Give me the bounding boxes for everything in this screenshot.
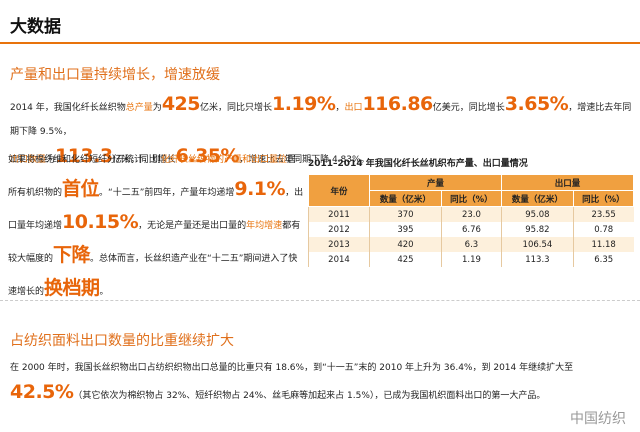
table-row: 2013 420 6.3 106.54 11.18 [308, 237, 634, 252]
cell: 2011 [308, 206, 370, 222]
big-number: 116.86 [362, 93, 433, 115]
table-row: 2011 370 23.0 95.08 23.55 [308, 206, 634, 222]
table-block: 2011–2014 年我国化纤长丝机织布产量、出口量情况 年份 产量 出口量 数… [308, 156, 635, 267]
big-text: 换档期 [44, 277, 100, 299]
header-cell: 数量（亿米） [500, 190, 574, 207]
header-cell: 同比（%） [440, 190, 502, 207]
cell: 0.78 [572, 222, 634, 237]
highlight: 出口 [344, 103, 363, 113]
cell: 2013 [308, 237, 370, 252]
text: 亿米，同比增长 [112, 155, 176, 165]
text: 居所有机织物的 [8, 155, 297, 198]
header-row: 数量（亿米） 同比（%） 数量（亿米） 同比（%） [309, 190, 635, 207]
table: 年份 产量 出口量 数量（亿米） 同比（%） 数量（亿米） 同比（%） 2011… [308, 174, 635, 267]
big-number: 10.15% [62, 211, 139, 233]
text: 。总体而言，长丝织造产业在“十二五”期间进入了快速增长的 [8, 254, 298, 297]
cell: 106.54 [500, 237, 574, 252]
header-cell: 数量（亿米） [369, 190, 442, 207]
cell: 2012 [308, 222, 370, 237]
cell: 420 [369, 237, 442, 252]
text: 都有较大幅度的 [8, 221, 301, 264]
page-title: 大数据 [10, 17, 61, 37]
cell: 23.55 [572, 206, 634, 222]
highlight: 出口数量 [10, 155, 47, 165]
cell: 6.35 [572, 252, 634, 267]
text: 2014 年，我国化纤长丝织物 [10, 103, 126, 113]
text: ， [335, 103, 345, 113]
paragraph: 2014 年，我国化纤长丝织物总产量为425亿米，同比只增长1.19%，出口11… [10, 92, 635, 172]
highlight: 总产量 [125, 103, 153, 113]
text: 亿米，同比只增长 [199, 103, 272, 113]
text: ，增速比去年同期下降 4.83%。 [239, 155, 370, 165]
big-number: 425 [161, 93, 201, 115]
table-row: 2014 425 1.19 113.3 6.35 [308, 252, 634, 267]
divider [0, 42, 640, 44]
big-number: 42.5% [10, 381, 74, 403]
text: ，增速比去年同期下降 9.5%， [10, 103, 632, 137]
cell: 370 [369, 206, 442, 222]
text: ，无论是产量还是出口量的 [138, 221, 247, 231]
cell: 395 [369, 222, 442, 237]
highlight: 化纤长丝织物的产量和出口量位 [161, 155, 288, 165]
paragraph: 如果将棉纤维和化纤短纤分开统计，则化纤长丝织物的产量和出口量位居所有机织物的首位… [8, 146, 304, 307]
text: 如果将棉纤维和化纤短纤分开统计，则 [8, 155, 162, 165]
big-number: 113.3 [55, 145, 113, 167]
big-number: 6.35% [175, 145, 240, 167]
header-row: 年份 产量 出口量 [308, 174, 635, 207]
header-cell: 产量 [369, 174, 502, 191]
cell: 95.08 [500, 206, 574, 222]
header-cell: 出口量 [500, 174, 635, 191]
watermark: 中国纺织 [570, 411, 626, 427]
text: 。“十二五”前四年，产量年均递增 [99, 188, 235, 198]
header-cell: 同比（%） [572, 190, 635, 207]
text: 亿美元，同比增长 [432, 103, 505, 113]
table-row: 2012 395 6.76 95.82 0.78 [308, 222, 634, 237]
highlight: 年均增速 [246, 221, 283, 231]
cell: 1.19 [440, 252, 502, 267]
cell: 113.3 [500, 252, 574, 267]
big-number: 3.65% [504, 93, 569, 115]
cell: 6.76 [440, 222, 502, 237]
cell: 425 [369, 252, 442, 267]
cell: 11.18 [572, 237, 634, 252]
cell: 95.82 [500, 222, 574, 237]
text: ，出口量年均递增 [8, 188, 304, 231]
text: 为 [46, 155, 56, 165]
big-number: 9.1% [234, 178, 286, 200]
text: （其它依次为棉织物占 32%、短纤织物占 24%、丝毛麻等加起来占 1.5%），… [73, 391, 546, 401]
big-text: 下降 [53, 244, 91, 266]
cell: 6.3 [440, 237, 502, 252]
big-text: 首位 [62, 178, 100, 200]
divider [0, 300, 640, 301]
text: 在 2000 年时，我国长丝织物出口占纺织织物出口总量的比重只有 18.6%，到… [10, 363, 574, 373]
section-heading: 占纺织面料出口数量的比重继续扩大 [10, 333, 234, 349]
cell: 23.0 [440, 206, 502, 222]
big-number: 1.19% [272, 93, 336, 115]
section-heading: 产量和出口量持续增长，增速放缓 [10, 67, 220, 83]
text: 。 [99, 287, 109, 297]
table-title: 2011–2014 年我国化纤长丝机织布产量、出口量情况 [308, 159, 528, 169]
cell: 2014 [308, 252, 370, 267]
header-cell: 年份 [308, 174, 370, 207]
text: 为 [152, 103, 162, 113]
paragraph: 在 2000 年时，我国长丝织物出口占纺织织物出口总量的比重只有 18.6%，到… [10, 356, 632, 408]
